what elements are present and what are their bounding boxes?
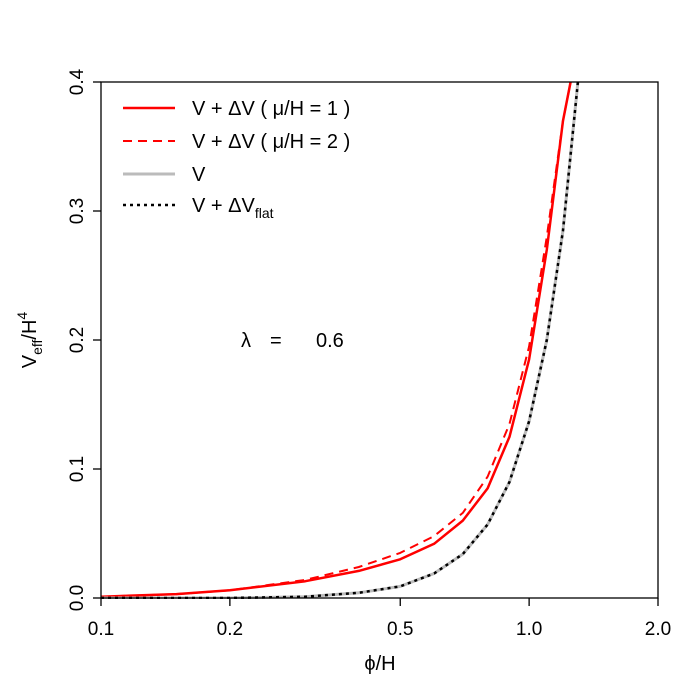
svg-text:0.6: 0.6 — [316, 330, 344, 352]
legend-label-2: V + ΔV ( μ/H = 2 ) — [192, 131, 350, 153]
x-axis-label: ϕ/H — [364, 653, 395, 675]
x-axis: 0.1 0.2 0.5 1.0 2.0 — [88, 598, 671, 640]
series-layer — [101, 82, 580, 599]
y-tick-label: 0.0 — [67, 585, 88, 611]
svg-text:=: = — [270, 330, 282, 352]
legend-label-1: V + ΔV ( μ/H = 1 ) — [192, 98, 350, 120]
x-tick-label: 1.0 — [516, 619, 542, 640]
legend-label-4: V + ΔVflat — [192, 195, 274, 221]
svg-text:λ: λ — [241, 330, 251, 352]
y-tick-label: 0.3 — [67, 198, 88, 224]
x-tick-label: 0.2 — [217, 619, 243, 640]
legend-label-3: V — [192, 164, 206, 186]
series-line-4 — [101, 82, 580, 599]
x-tick-label: 0.5 — [387, 619, 413, 640]
legend: V + ΔV ( μ/H = 1 ) V + ΔV ( μ/H = 2 ) V V +… — [123, 98, 350, 221]
x-tick-label: 0.1 — [88, 619, 114, 640]
y-tick-label: 0.1 — [67, 456, 88, 482]
y-tick-label: 0.2 — [67, 327, 88, 353]
plot-frame — [100, 81, 659, 599]
series-line-2 — [101, 82, 572, 598]
y-tick-label: 0.4 — [67, 68, 88, 95]
lambda-annotation: λ = 0.6 — [241, 330, 344, 352]
y-axis: 0.0 0.1 0.2 0.3 0.4 — [67, 68, 101, 611]
y-axis-label: Veff/H4 — [14, 312, 45, 369]
x-tick-label: 2.0 — [645, 619, 671, 640]
svg-text:Veff/H4: Veff/H4 — [14, 312, 45, 369]
